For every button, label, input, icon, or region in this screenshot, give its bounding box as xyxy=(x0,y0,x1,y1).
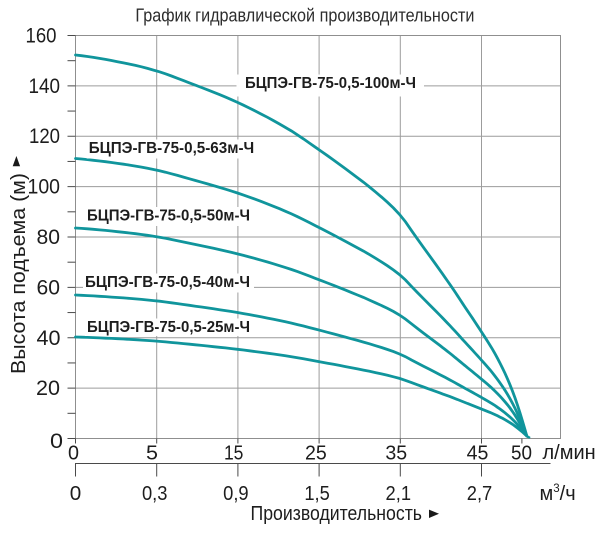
svg-text:0: 0 xyxy=(70,483,82,505)
svg-text:БЦПЭ-ГВ-75-0,5-40м-Ч: БЦПЭ-ГВ-75-0,5-40м-Ч xyxy=(85,274,250,291)
svg-text:2,7: 2,7 xyxy=(467,483,493,505)
svg-text:15: 15 xyxy=(224,443,244,465)
svg-text:1,5: 1,5 xyxy=(304,483,330,505)
svg-text:0: 0 xyxy=(50,429,63,453)
svg-text:140: 140 xyxy=(29,74,61,98)
svg-text:Высота подъема (м): Высота подъема (м) xyxy=(8,173,30,374)
svg-text:100: 100 xyxy=(28,175,61,199)
svg-text:120: 120 xyxy=(29,124,60,148)
svg-text:БЦПЭ-ГВ-75-0,5-50м-Ч: БЦПЭ-ГВ-75-0,5-50м-Ч xyxy=(87,208,250,225)
svg-text:45: 45 xyxy=(467,443,489,465)
svg-text:БЦПЭ-ГВ-75-0,5-63м-Ч: БЦПЭ-ГВ-75-0,5-63м-Ч xyxy=(89,140,255,157)
svg-text:35: 35 xyxy=(385,443,407,465)
svg-text:График гидравлической производ: График гидравлической производительности xyxy=(135,6,474,26)
svg-text:25: 25 xyxy=(305,443,327,465)
svg-text:160: 160 xyxy=(26,24,57,48)
svg-text:60: 60 xyxy=(37,275,61,299)
svg-text:20: 20 xyxy=(36,376,60,400)
svg-text:5: 5 xyxy=(146,443,158,465)
svg-text:80: 80 xyxy=(37,225,61,249)
svg-text:БЦПЭ-ГВ-75-0,5-100м-Ч: БЦПЭ-ГВ-75-0,5-100м-Ч xyxy=(245,75,416,92)
svg-text:50: 50 xyxy=(511,443,532,465)
svg-text:0: 0 xyxy=(68,443,79,465)
svg-text:0,9: 0,9 xyxy=(223,483,249,505)
svg-text:БЦПЭ-ГВ-75-0,5-25м-Ч: БЦПЭ-ГВ-75-0,5-25м-Ч xyxy=(87,319,250,336)
svg-text:л/мин: л/мин xyxy=(543,442,596,464)
svg-text:Производительность: Производительность xyxy=(251,503,423,525)
svg-text:2,1: 2,1 xyxy=(386,483,412,505)
svg-text:м3/ч: м3/ч xyxy=(540,483,576,505)
svg-text:40: 40 xyxy=(37,326,61,350)
svg-text:0,3: 0,3 xyxy=(142,483,168,505)
